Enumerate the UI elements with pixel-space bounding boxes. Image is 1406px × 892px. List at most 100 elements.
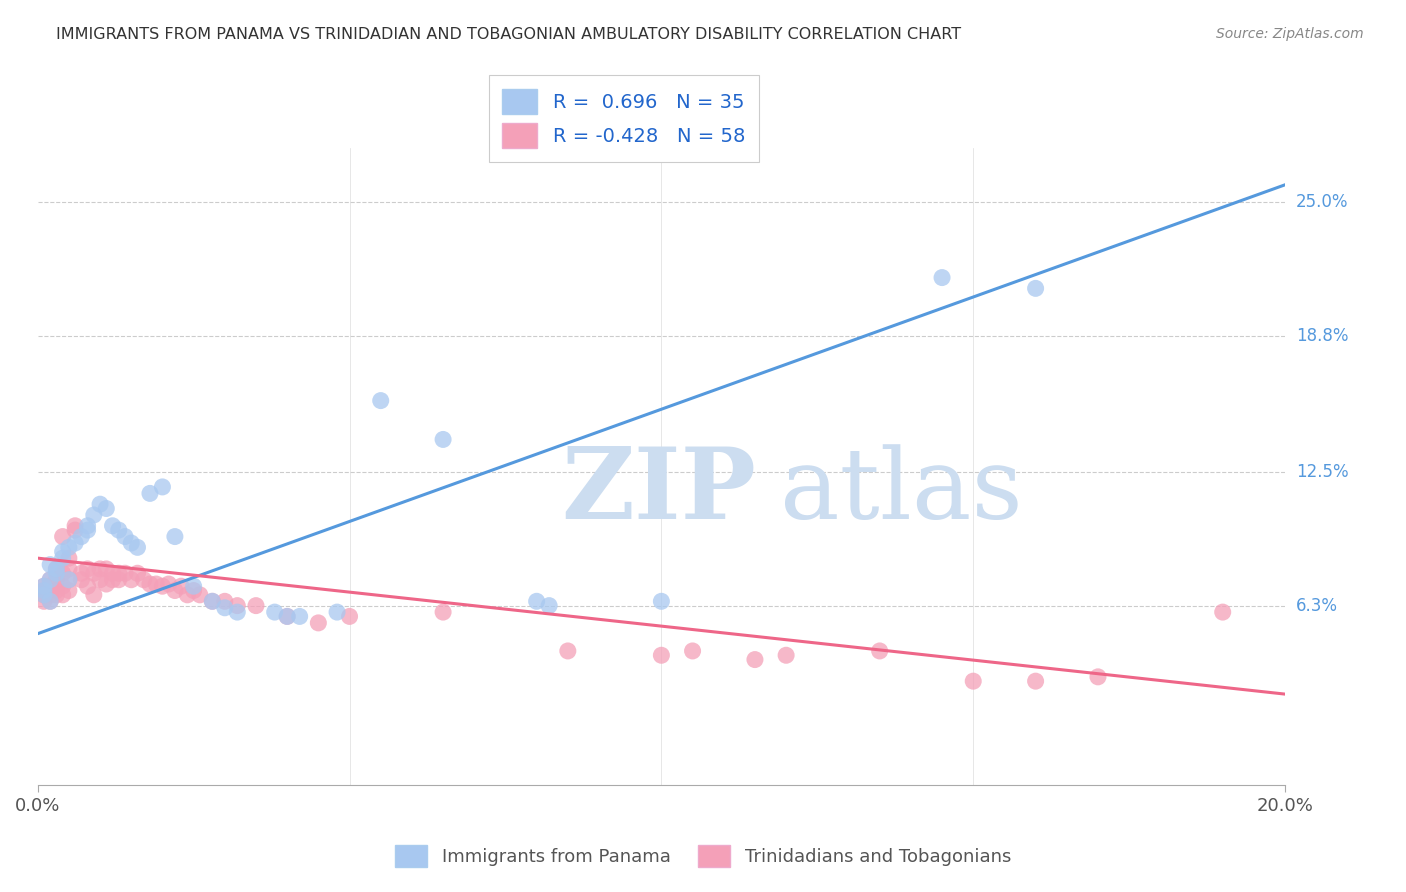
- Point: [70, 566, 93, 581]
- Point: [83, 588, 105, 602]
- Point: [152, 480, 174, 494]
- Point: [1025, 281, 1047, 295]
- Point: [201, 594, 224, 608]
- Text: 18.8%: 18.8%: [1296, 326, 1348, 345]
- Point: [101, 566, 124, 581]
- Point: [226, 599, 249, 613]
- Point: [39, 573, 62, 587]
- Point: [1025, 674, 1047, 689]
- Point: [107, 523, 129, 537]
- Point: [32, 579, 55, 593]
- Point: [682, 644, 704, 658]
- Point: [114, 530, 136, 544]
- Point: [201, 594, 224, 608]
- Point: [63, 518, 86, 533]
- Point: [263, 605, 285, 619]
- Point: [869, 644, 891, 658]
- Point: [120, 573, 142, 587]
- Point: [32, 583, 55, 598]
- Point: [538, 599, 561, 613]
- Point: [226, 605, 249, 619]
- Point: [76, 562, 98, 576]
- Point: [58, 573, 80, 587]
- Point: [432, 605, 454, 619]
- Point: [83, 508, 105, 522]
- Point: [1212, 605, 1234, 619]
- Point: [139, 577, 162, 591]
- Point: [1087, 670, 1109, 684]
- Point: [45, 588, 67, 602]
- Point: [63, 523, 86, 537]
- Point: [962, 674, 984, 689]
- Point: [107, 573, 129, 587]
- Point: [744, 652, 766, 666]
- Point: [145, 577, 167, 591]
- Point: [276, 609, 298, 624]
- Point: [32, 594, 55, 608]
- Point: [39, 558, 62, 572]
- Point: [83, 566, 105, 581]
- Point: [526, 594, 548, 608]
- Point: [132, 573, 155, 587]
- Point: [127, 566, 149, 581]
- Point: [39, 588, 62, 602]
- Text: Source: ZipAtlas.com: Source: ZipAtlas.com: [1216, 27, 1364, 41]
- Point: [52, 530, 75, 544]
- Text: 12.5%: 12.5%: [1296, 463, 1348, 481]
- Point: [89, 562, 111, 576]
- Point: [52, 551, 75, 566]
- Point: [52, 579, 75, 593]
- Point: [89, 497, 111, 511]
- Point: [114, 566, 136, 581]
- Point: [288, 609, 311, 624]
- Point: [127, 541, 149, 555]
- Point: [32, 588, 55, 602]
- Point: [152, 579, 174, 593]
- Point: [58, 562, 80, 576]
- Point: [52, 566, 75, 581]
- Point: [52, 544, 75, 558]
- Text: ZIP: ZIP: [561, 443, 756, 541]
- Point: [96, 501, 118, 516]
- Point: [107, 566, 129, 581]
- Point: [70, 573, 93, 587]
- Point: [101, 573, 124, 587]
- Point: [39, 579, 62, 593]
- Point: [650, 648, 672, 663]
- Point: [52, 588, 75, 602]
- Point: [214, 600, 236, 615]
- Point: [76, 579, 98, 593]
- Point: [170, 579, 193, 593]
- Point: [45, 562, 67, 576]
- Point: [176, 588, 198, 602]
- Point: [45, 562, 67, 576]
- Point: [307, 615, 329, 630]
- Point: [76, 523, 98, 537]
- Point: [32, 588, 55, 602]
- Point: [650, 594, 672, 608]
- Point: [32, 583, 55, 598]
- Point: [157, 577, 180, 591]
- Point: [39, 594, 62, 608]
- Text: 25.0%: 25.0%: [1296, 193, 1348, 211]
- Point: [432, 433, 454, 447]
- Point: [101, 518, 124, 533]
- Point: [557, 644, 579, 658]
- Point: [139, 486, 162, 500]
- Point: [276, 609, 298, 624]
- Point: [775, 648, 797, 663]
- Point: [58, 583, 80, 598]
- Text: 6.3%: 6.3%: [1296, 597, 1339, 615]
- Point: [183, 579, 205, 593]
- Point: [39, 573, 62, 587]
- Point: [163, 530, 186, 544]
- Point: [163, 583, 186, 598]
- Point: [39, 594, 62, 608]
- Point: [339, 609, 361, 624]
- Point: [96, 577, 118, 591]
- Point: [326, 605, 349, 619]
- Point: [76, 518, 98, 533]
- Point: [45, 566, 67, 581]
- Point: [89, 573, 111, 587]
- Text: atlas: atlas: [780, 444, 1022, 540]
